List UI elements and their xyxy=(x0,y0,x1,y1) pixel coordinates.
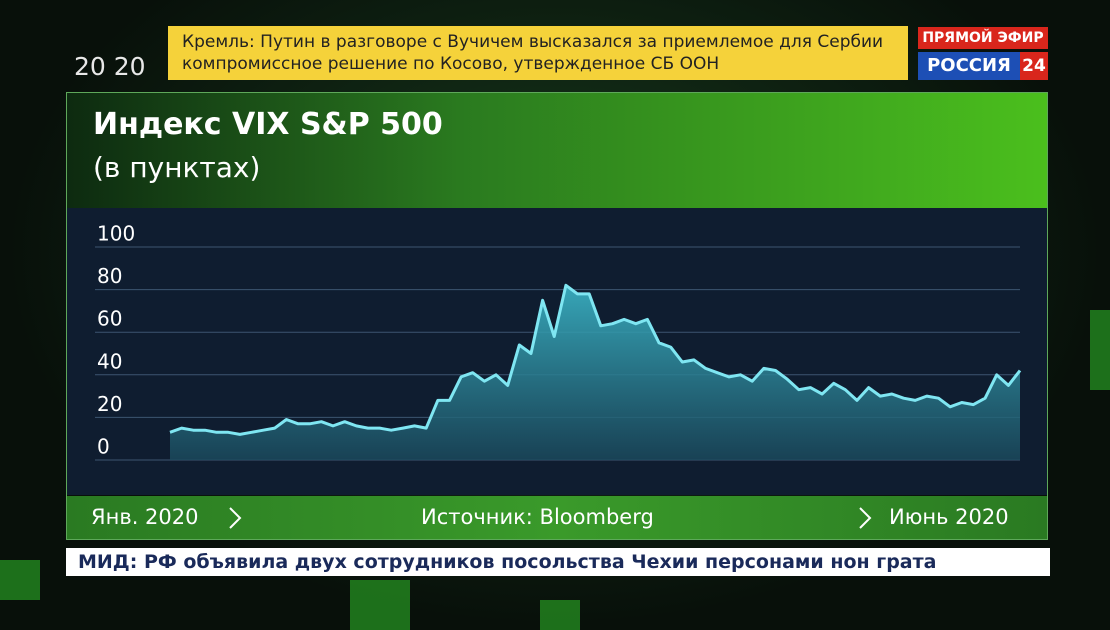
y-tick-label: 100 xyxy=(97,222,135,246)
clock: 20 20 xyxy=(74,52,146,81)
y-tick-label: 80 xyxy=(97,264,122,288)
plot: 0 20 40 60 80 100 xyxy=(67,208,1047,495)
chart-panel: Индекс VIX S&P 500 (в пунктах) Янв. 2020… xyxy=(66,92,1048,540)
line xyxy=(169,283,1022,436)
y-tick-label: 60 xyxy=(97,307,122,331)
x-end-label: Июнь 2020 xyxy=(889,505,1009,529)
y-tick-label: 40 xyxy=(97,349,122,373)
live-badge: ПРЯМОЙ ЭФИР xyxy=(918,27,1048,49)
ticker: Кремль: Путин в разговоре с Вучичем выск… xyxy=(168,26,908,80)
chart-title: Индекс VIX S&P 500 xyxy=(93,107,443,142)
arrow-icon xyxy=(229,507,242,529)
y-tick-label: 20 xyxy=(97,392,122,416)
area xyxy=(170,285,1020,460)
source: Источник: Bloomberg xyxy=(421,505,654,529)
y-tick-label: 0 xyxy=(97,435,110,459)
channel-logo: РОССИЯ xyxy=(918,52,1020,80)
x-start-label: Янв. 2020 xyxy=(91,505,199,529)
news-ticker: МИД: РФ объявила двух сотрудников посоль… xyxy=(66,548,1050,576)
ticker-line: Кремль: Путин в разговоре с Вучичем выск… xyxy=(182,32,884,52)
arrow-icon xyxy=(859,507,872,529)
chart-footer: Янв. 2020 Источник: Bloomberg Июнь 2020 xyxy=(67,496,1047,539)
ticker-line: компромиссное решение по Косово, утвержд… xyxy=(182,54,720,74)
chart-subtitle: (в пунктах) xyxy=(93,151,261,184)
chart-header: Индекс VIX S&P 500 (в пунктах) xyxy=(67,93,1047,209)
channel-number: 24 xyxy=(1020,52,1048,80)
